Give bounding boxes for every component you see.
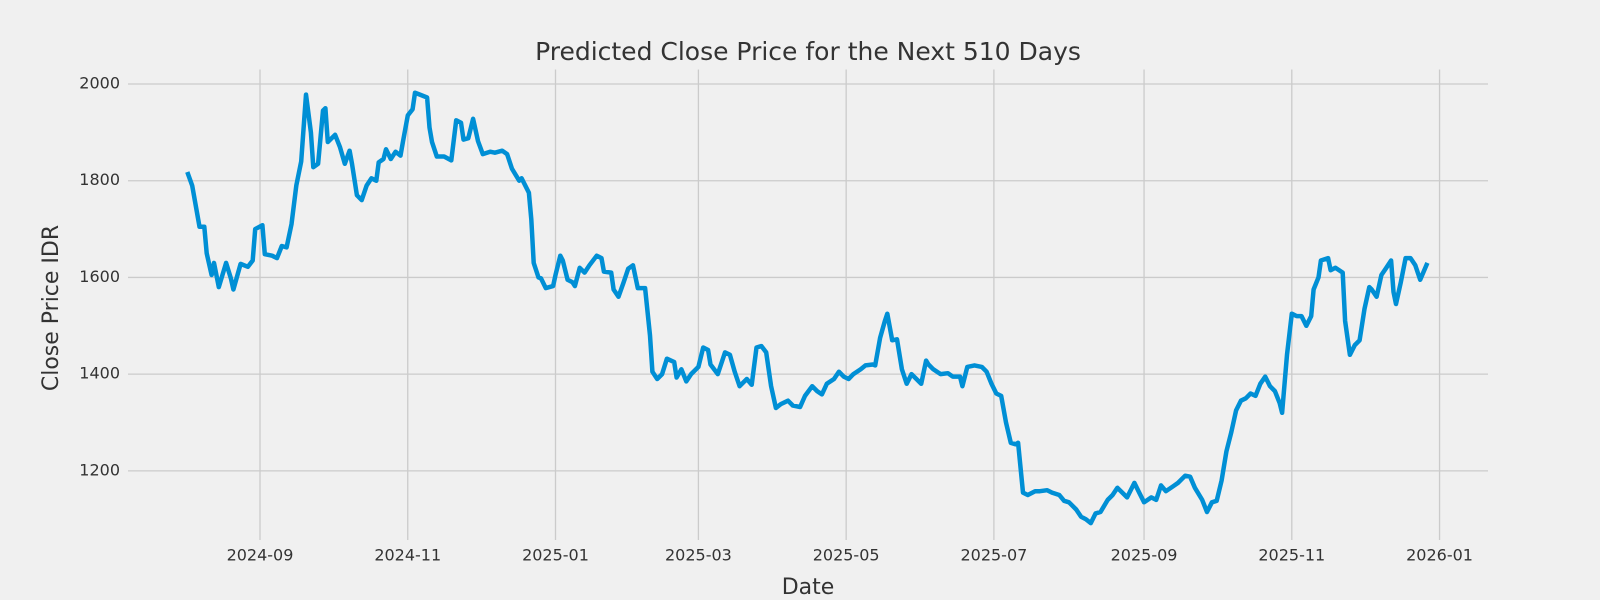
x-tick-label: 2025-07 bbox=[960, 546, 1027, 565]
y-tick-label: 1200 bbox=[79, 460, 120, 479]
line bbox=[185, 90, 1430, 526]
x-tick-label: 2024-09 bbox=[227, 546, 294, 565]
chart-title: Predicted Close Price for the Next 510 D… bbox=[535, 37, 1081, 66]
y-tick-label: 2000 bbox=[79, 74, 120, 93]
y-axis-label: Close Price IDR bbox=[39, 225, 64, 391]
x-tick-label: 2025-11 bbox=[1258, 546, 1325, 565]
x-tick-label: 2025-09 bbox=[1111, 546, 1178, 565]
y-tick-label: 1800 bbox=[79, 170, 120, 189]
x-tick-label: 2025-03 bbox=[665, 546, 732, 565]
x-axis-label: Date bbox=[782, 575, 835, 600]
x-tick-label: 2026-01 bbox=[1406, 546, 1473, 565]
x-tick-label: 2024-11 bbox=[374, 546, 441, 565]
y-tick-label: 1600 bbox=[79, 267, 120, 286]
x-tick-label: 2025-05 bbox=[813, 546, 880, 565]
x-tick-label: 2025-01 bbox=[522, 546, 589, 565]
y-tick-label: 1400 bbox=[79, 364, 120, 383]
